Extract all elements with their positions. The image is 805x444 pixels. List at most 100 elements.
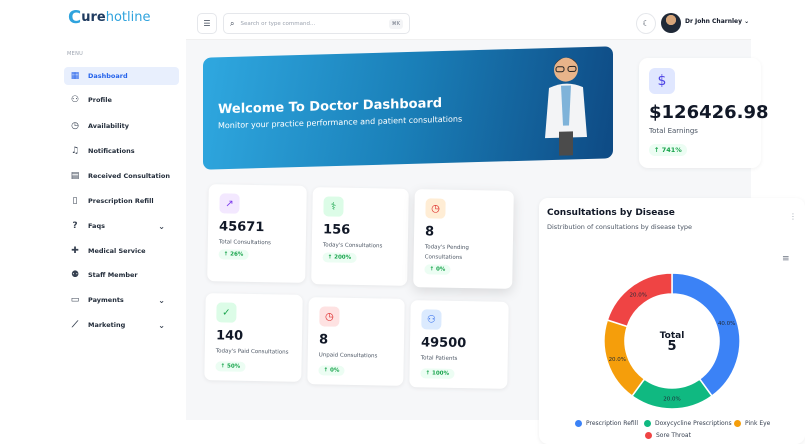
chart-title: Consultations by Disease	[547, 208, 675, 218]
legend-dot-icon	[734, 420, 741, 427]
legend-dot-icon	[645, 432, 652, 439]
bell-icon: ♫	[70, 146, 80, 156]
earnings-label: Total Earnings	[649, 127, 698, 135]
clock-icon: ◷	[425, 198, 446, 219]
legend-item[interactable]: Prescription Refill	[575, 420, 638, 427]
sidebar-item-staff-member[interactable]: ⚉ Staff Member	[64, 266, 179, 284]
dark-mode-toggle[interactable]: ☾	[636, 13, 656, 34]
sidebar-toggle-button[interactable]: ☰	[197, 13, 217, 34]
legend-label: Sore Throat	[656, 432, 691, 439]
logo-text: ure	[81, 10, 106, 25]
sidebar-item-availability[interactable]: ◷ Availability	[64, 117, 179, 135]
earnings-card: $ $126426.98 Total Earnings ↑ 741%	[639, 58, 769, 168]
stat-value: 45671	[218, 219, 265, 236]
stat-card: ✓ 140 Today's Paid Consultations ↑ 50%	[204, 293, 303, 382]
sidebar-item-label: Payments	[88, 296, 124, 304]
stat-label: Today's Pending Consultations	[424, 244, 469, 261]
logo-text-end: hotline	[105, 10, 151, 25]
stat-change-badge: ↑ 0%	[424, 264, 451, 275]
slice-data-label: 20.0%	[629, 292, 646, 298]
donut-center-value: 5	[667, 339, 676, 354]
slice-data-label: 40.0%	[718, 321, 735, 327]
stat-label: Unpaid Consultations	[318, 352, 378, 360]
dollar-icon: $	[649, 68, 675, 94]
legend-item[interactable]: Doxycycline Prescriptions	[644, 420, 732, 427]
sidebar-item-faqs[interactable]: ? Faqs ⌄	[64, 217, 179, 235]
chevron-down-icon: ⌄	[744, 18, 750, 25]
chevron-down-icon: ⌄	[158, 295, 165, 305]
legend-item[interactable]: Pink Eye	[734, 420, 770, 427]
stat-card: ⚇ 49500 Total Patients ↑ 100%	[409, 300, 509, 389]
logo-mark: C	[68, 7, 82, 28]
earnings-value: $126426.98	[649, 102, 769, 123]
sidebar-item-received-consultation[interactable]: ▤ Received Consultation	[64, 167, 179, 185]
donut-center-label: Total	[660, 331, 685, 341]
chart-icon: ⟋	[71, 320, 79, 330]
search-icon: ⌕	[230, 18, 235, 28]
sidebar-item-label: Received Consultation	[88, 172, 170, 180]
sidebar-item-medical-service[interactable]: ✚ Medical Service	[64, 242, 179, 260]
stat-value: 140	[215, 328, 244, 344]
stat-change-badge: ↑ 100%	[420, 368, 455, 379]
legend-label: Doxycycline Prescriptions	[655, 420, 732, 427]
chevron-down-icon: ⌄	[158, 221, 165, 231]
sidebar-item-label: Marketing	[88, 321, 126, 329]
moon-icon: ☾	[642, 19, 650, 28]
banner-title: Welcome To Doctor Dashboard	[218, 96, 443, 118]
stat-card: ◷ 8 Unpaid Consultations ↑ 0%	[307, 297, 405, 386]
donut-slice-sore-throat[interactable]	[606, 272, 673, 328]
stat-label: Today's Consultations	[322, 242, 383, 250]
sidebar-item-prescription-refill[interactable]: ▯ Prescription Refill	[64, 192, 179, 210]
user-menu[interactable]: Dr John Charnley ⌄	[685, 18, 749, 25]
avatar[interactable]	[661, 13, 681, 33]
chevron-down-icon: ⌄	[158, 320, 165, 330]
stat-value: 49500	[420, 335, 467, 352]
stat-label: Today's Paid Consultations	[215, 348, 289, 356]
sidebar-item-dashboard[interactable]: ▦ Dashboard	[64, 67, 179, 85]
question-icon: ?	[72, 221, 78, 231]
check-circle-icon: ✓	[216, 302, 237, 323]
menu-label: MENU	[67, 51, 84, 57]
sidebar-item-profile[interactable]: ⚇ Profile	[64, 91, 179, 109]
legend-item[interactable]: Sore Throat	[645, 432, 691, 439]
sidebar-item-marketing[interactable]: ⟋ Marketing ⌄	[64, 316, 179, 334]
sidebar-item-notifications[interactable]: ♫ Notifications	[64, 142, 179, 160]
doctor-illustration	[545, 57, 587, 156]
slice-data-label: 20.0%	[609, 357, 626, 363]
sidebar-item-label: Staff Member	[88, 271, 138, 279]
slice-data-label: 20.0%	[663, 397, 680, 403]
stat-change-badge: ↑ 200%	[322, 252, 357, 263]
search-input[interactable]: ⌕ Search or type command... ⌘K	[223, 13, 410, 34]
sidebar-item-label: Prescription Refill	[88, 197, 154, 205]
clock-icon: ◷	[319, 306, 340, 327]
file-icon: ▯	[72, 196, 78, 206]
welcome-banner: Welcome To Doctor Dashboard Monitor your…	[203, 46, 613, 170]
stat-card: ⚕ 156 Today's Consultations ↑ 200%	[311, 187, 409, 286]
users-icon: ⚉	[70, 270, 80, 280]
stat-change-badge: ↑ 26%	[218, 249, 249, 260]
medical-bag-icon: ✚	[71, 246, 79, 256]
sidebar-item-label: Medical Service	[88, 247, 146, 255]
chart-subtitle: Distribution of consultations by disease…	[547, 223, 693, 231]
donut-slice-doxycycline-prescriptions[interactable]	[630, 377, 714, 410]
chart-menu-icon[interactable]: ≡	[782, 254, 790, 264]
sidebar-item-payments[interactable]: ▭ Payments ⌄	[64, 291, 179, 309]
stethoscope-icon: ⚕	[323, 196, 344, 217]
stat-change-badge: ↑ 0%	[318, 365, 345, 376]
consultations-by-disease-card: Consultations by Disease Distribution of…	[539, 198, 805, 444]
stat-label: Total Patients	[420, 355, 458, 362]
user-name: Dr John Charnley	[685, 18, 743, 25]
more-options-icon[interactable]: ⋮	[789, 212, 797, 221]
stat-label: Total Consultations	[218, 239, 271, 247]
legend-label: Pink Eye	[745, 420, 771, 427]
stat-value: 8	[318, 332, 329, 348]
document-icon: ▤	[70, 171, 80, 181]
legend-dot-icon	[575, 420, 582, 427]
stat-value: 8	[424, 224, 435, 240]
sidebar-item-label: Profile	[88, 96, 112, 104]
stat-value: 156	[322, 222, 351, 238]
grid-icon: ▦	[70, 71, 80, 81]
stat-card: ◷ 8 Today's Pending Consultations ↑ 0%	[413, 189, 514, 289]
